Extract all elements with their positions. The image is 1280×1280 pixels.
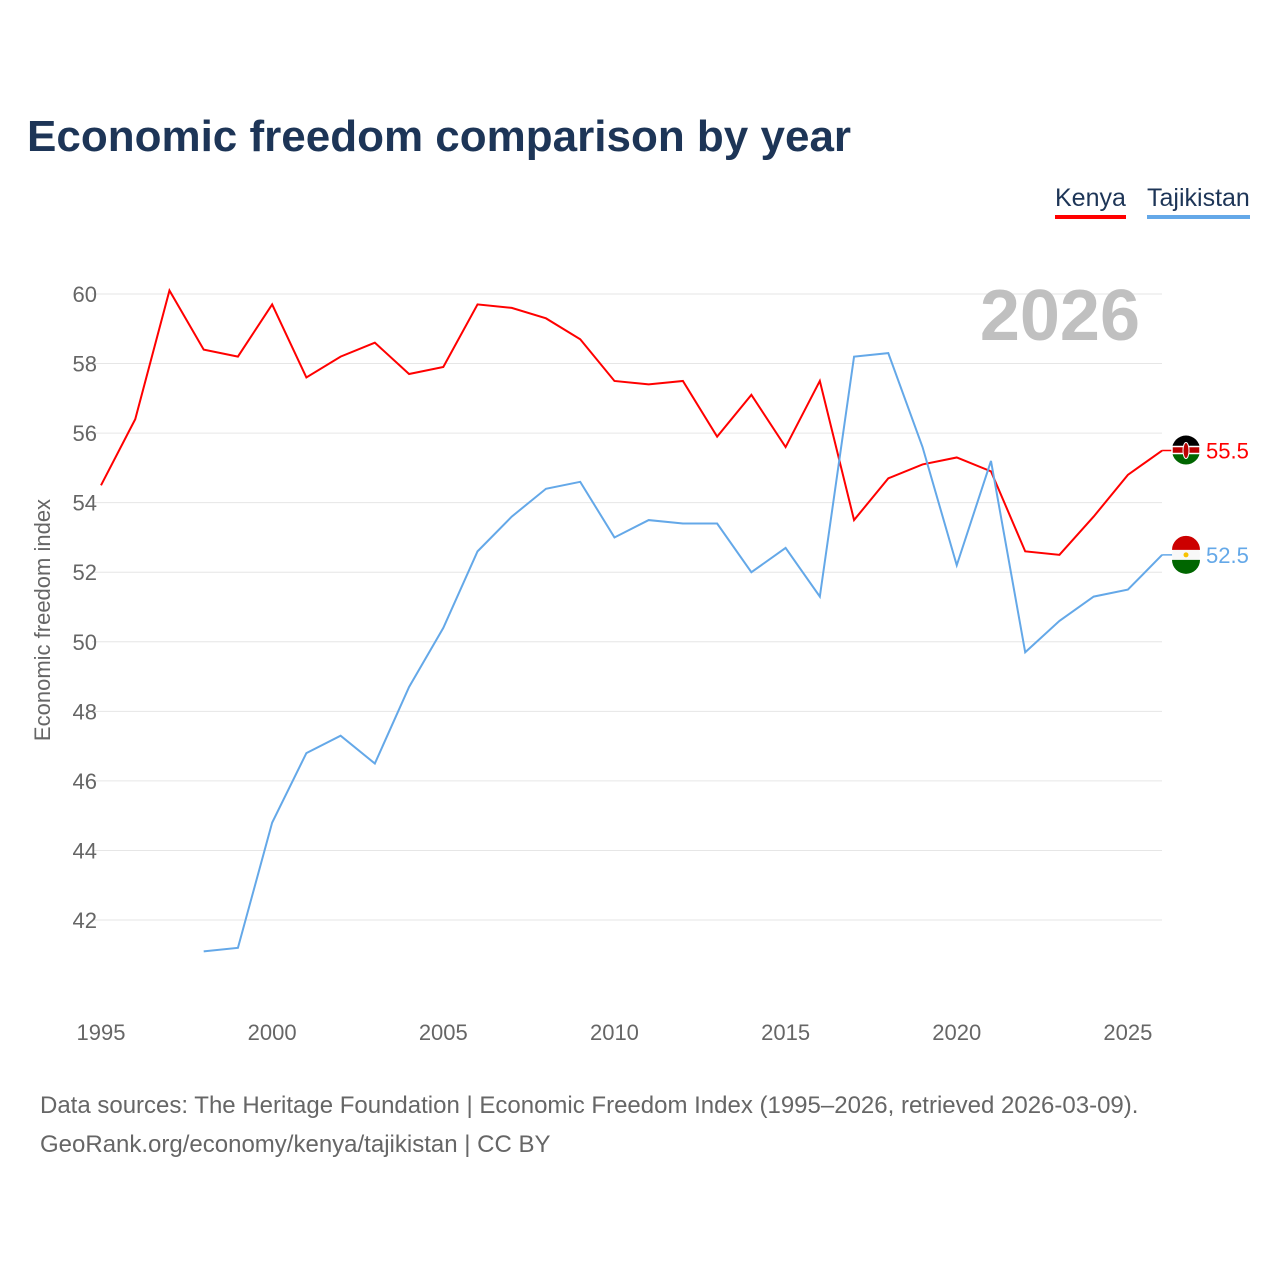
y-tick-label: 60 (73, 282, 97, 307)
x-tick-label: 2005 (419, 1020, 468, 1045)
series-line-tajikistan (203, 352, 1163, 953)
flag-stripe (1172, 559, 1200, 574)
y-axis-label: Economic freedom index (30, 499, 55, 741)
attribution-text: GeoRank.org/economy/kenya/tajikistan | C… (40, 1131, 551, 1158)
end-value-label: 52.5 (1206, 543, 1249, 568)
y-tick-label: 44 (73, 838, 97, 863)
legend-tajikistan[interactable]: Tajikistan (1147, 184, 1250, 219)
flag-stripe (1172, 535, 1200, 550)
series-line-kenya (100, 287, 1163, 556)
y-tick-label: 50 (73, 630, 97, 655)
chart-title: Economic freedom comparison by year (27, 112, 852, 161)
flag-crown (1183, 552, 1189, 558)
flag-icon-kenya (1171, 435, 1201, 465)
y-tick-label: 46 (73, 769, 97, 794)
x-tick-label: 1995 (77, 1020, 126, 1045)
end-value-label: 55.5 (1206, 439, 1249, 464)
legend-kenya[interactable]: Kenya (1055, 184, 1126, 219)
x-tick-label: 2025 (1103, 1020, 1152, 1045)
x-tick-label: 2015 (761, 1020, 810, 1045)
footer: Data sources: The Heritage Foundation | … (40, 1086, 1138, 1164)
y-tick-label: 48 (73, 699, 97, 724)
y-tick-label: 52 (73, 560, 97, 585)
x-tick-label: 2000 (248, 1020, 297, 1045)
flag-shield (1182, 442, 1190, 460)
y-tick-label: 42 (73, 908, 97, 933)
flag-icon-tajikistan (1172, 535, 1200, 574)
data-source-text: Data sources: The Heritage Foundation | … (40, 1092, 1139, 1119)
y-tick-label: 58 (73, 352, 97, 377)
y-tick-label: 54 (73, 491, 97, 516)
x-tick-label: 2020 (932, 1020, 981, 1045)
y-tick-label: 56 (73, 421, 97, 446)
x-tick-label: 2010 (590, 1020, 639, 1045)
year-watermark: 2026 (980, 276, 1140, 356)
